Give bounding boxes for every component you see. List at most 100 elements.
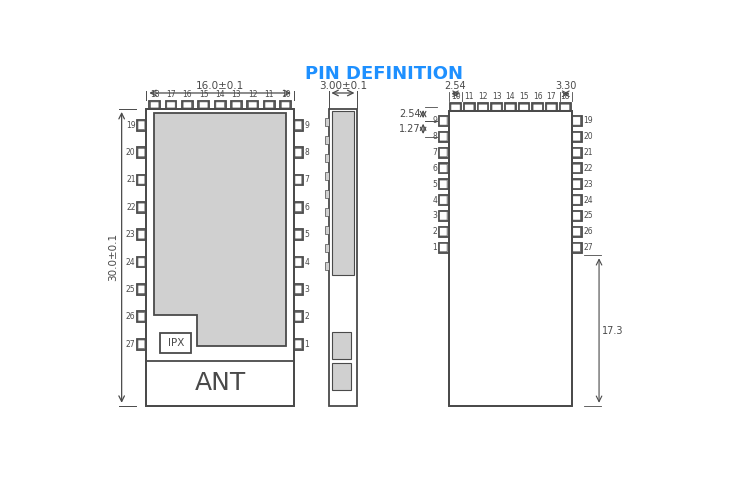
FancyBboxPatch shape <box>295 176 302 184</box>
Bar <box>294 284 303 295</box>
Text: 19: 19 <box>126 121 136 130</box>
Text: 2.54: 2.54 <box>445 81 466 91</box>
Bar <box>325 154 328 162</box>
Bar <box>439 163 448 174</box>
Bar <box>332 332 351 359</box>
Bar <box>137 229 146 240</box>
Text: 10: 10 <box>280 90 290 99</box>
Bar <box>518 103 530 111</box>
FancyBboxPatch shape <box>519 104 529 110</box>
Bar <box>505 103 516 111</box>
Text: 18: 18 <box>150 90 160 99</box>
Bar <box>294 120 303 131</box>
Bar <box>325 262 328 269</box>
FancyBboxPatch shape <box>573 117 580 125</box>
FancyBboxPatch shape <box>440 228 447 236</box>
FancyBboxPatch shape <box>440 180 447 189</box>
Text: 16: 16 <box>533 92 542 101</box>
FancyBboxPatch shape <box>573 180 580 189</box>
Text: 19: 19 <box>584 116 593 125</box>
Bar <box>325 136 328 144</box>
Text: 18: 18 <box>560 92 570 101</box>
Text: 12: 12 <box>478 92 488 101</box>
FancyBboxPatch shape <box>138 176 145 184</box>
FancyBboxPatch shape <box>492 104 501 110</box>
Bar <box>332 363 351 390</box>
FancyBboxPatch shape <box>573 133 580 141</box>
FancyBboxPatch shape <box>295 312 302 321</box>
Text: PIN DEFINITION: PIN DEFINITION <box>305 65 464 83</box>
Text: 25: 25 <box>126 285 136 294</box>
Bar <box>439 148 448 158</box>
Text: 7: 7 <box>432 148 437 157</box>
FancyBboxPatch shape <box>138 231 145 239</box>
Bar <box>560 103 571 111</box>
Text: 11: 11 <box>265 90 274 99</box>
Text: 17: 17 <box>547 92 556 101</box>
Bar <box>294 175 303 185</box>
Bar <box>439 211 448 221</box>
FancyBboxPatch shape <box>573 196 580 204</box>
Bar <box>137 284 146 295</box>
Text: 14: 14 <box>506 92 515 101</box>
Text: 15: 15 <box>199 90 208 99</box>
Bar <box>137 311 146 322</box>
Text: 4: 4 <box>304 257 310 266</box>
Bar <box>294 311 303 322</box>
Text: 27: 27 <box>126 340 136 349</box>
Text: 9: 9 <box>432 116 437 125</box>
Text: ANT: ANT <box>194 371 246 395</box>
FancyBboxPatch shape <box>573 148 580 157</box>
Text: 3: 3 <box>304 285 310 294</box>
Bar <box>325 172 328 180</box>
Bar <box>439 243 448 252</box>
FancyBboxPatch shape <box>573 244 580 252</box>
Text: 20: 20 <box>126 148 136 157</box>
FancyBboxPatch shape <box>295 285 302 293</box>
FancyBboxPatch shape <box>440 117 447 125</box>
Text: 13: 13 <box>492 92 502 101</box>
Bar <box>439 132 448 142</box>
FancyBboxPatch shape <box>573 228 580 236</box>
Bar <box>198 101 209 109</box>
Text: 11: 11 <box>464 92 474 101</box>
Bar <box>294 256 303 267</box>
Bar <box>325 226 328 234</box>
Bar <box>294 229 303 240</box>
Bar <box>439 227 448 237</box>
Text: 15: 15 <box>519 92 529 101</box>
Bar <box>137 256 146 267</box>
Text: 25: 25 <box>584 212 593 221</box>
Bar <box>146 361 294 406</box>
Bar <box>491 103 502 111</box>
FancyBboxPatch shape <box>440 148 447 157</box>
Text: 13: 13 <box>232 90 242 99</box>
Text: 1.27: 1.27 <box>399 124 421 134</box>
Text: 9: 9 <box>304 121 310 130</box>
Text: 21: 21 <box>126 176 136 185</box>
Text: 1: 1 <box>304 340 309 349</box>
FancyBboxPatch shape <box>138 148 145 157</box>
FancyBboxPatch shape <box>166 102 176 108</box>
Text: 2.54: 2.54 <box>399 109 421 119</box>
FancyBboxPatch shape <box>295 231 302 239</box>
Bar <box>160 333 191 353</box>
FancyBboxPatch shape <box>533 104 542 110</box>
Bar <box>146 109 294 406</box>
FancyBboxPatch shape <box>295 203 302 212</box>
FancyBboxPatch shape <box>216 102 224 108</box>
Bar <box>137 202 146 213</box>
Text: 2: 2 <box>432 227 437 236</box>
FancyBboxPatch shape <box>138 312 145 321</box>
Text: 30.0±0.1: 30.0±0.1 <box>109 234 118 281</box>
Bar <box>572 227 582 237</box>
Text: 23: 23 <box>584 180 593 189</box>
FancyBboxPatch shape <box>232 102 241 108</box>
Bar <box>231 101 242 109</box>
Text: 14: 14 <box>215 90 225 99</box>
Text: 10: 10 <box>451 92 460 101</box>
Text: 17.3: 17.3 <box>602 325 624 335</box>
Text: 27: 27 <box>584 243 593 252</box>
Text: 3: 3 <box>432 212 437 221</box>
Bar <box>149 101 160 109</box>
